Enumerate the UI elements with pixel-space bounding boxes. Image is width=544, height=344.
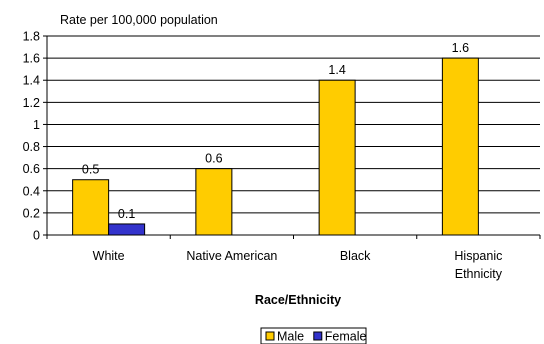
bars <box>72 57 479 236</box>
gridlines <box>47 35 540 214</box>
x-tick-label: Black <box>340 249 371 263</box>
x-tick-label: White <box>93 249 125 263</box>
y-tick-label: 1.2 <box>23 96 40 110</box>
data-label: 1.6 <box>452 41 469 55</box>
y-tick-label: 0.8 <box>23 140 40 154</box>
y-tick-label: 0.4 <box>23 184 40 198</box>
legend: Male Female <box>260 327 367 344</box>
legend-label-male: Male <box>277 330 304 344</box>
legend-swatch-male <box>265 331 275 341</box>
data-label: 0.5 <box>82 163 99 177</box>
y-tick-label: 0.6 <box>23 162 40 176</box>
y-tick-label: 1 <box>33 118 40 132</box>
bar-male-0 <box>72 179 110 236</box>
x-axis-title: Race/Ethnicity <box>255 293 341 307</box>
legend-swatch-female <box>313 331 323 341</box>
y-axis-title: Rate per 100,000 population <box>60 13 218 27</box>
x-tick-label: Hispanic <box>454 249 502 263</box>
x-tick-label: Ethnicity <box>455 267 503 281</box>
data-labels: 0.5 0.1 0.6 1.4 1.6 <box>82 41 469 221</box>
bar-female-0 <box>108 223 146 236</box>
bar-male-3 <box>441 57 479 236</box>
data-label: 0.6 <box>205 152 222 166</box>
axes <box>43 35 541 239</box>
data-label: 0.1 <box>118 207 135 221</box>
bar-male-2 <box>318 79 356 236</box>
data-label: 1.4 <box>328 63 345 77</box>
y-tick-label: 0 <box>33 229 40 243</box>
y-tick-label: 1.4 <box>23 74 40 88</box>
legend-label-female: Female <box>325 330 367 344</box>
x-tick-label: Native American <box>186 249 277 263</box>
x-tick-labels: White Native American Black Hispanic Ethnici… <box>93 249 503 281</box>
y-tick-label: 1.8 <box>23 30 40 44</box>
y-tick-label: 1.6 <box>23 52 40 66</box>
bar-male-1 <box>195 168 233 236</box>
y-tick-labels: 0 0.2 0.4 0.6 0.8 1 1.2 1.4 1.6 1.8 <box>23 30 40 243</box>
y-tick-label: 0.2 <box>23 206 40 220</box>
